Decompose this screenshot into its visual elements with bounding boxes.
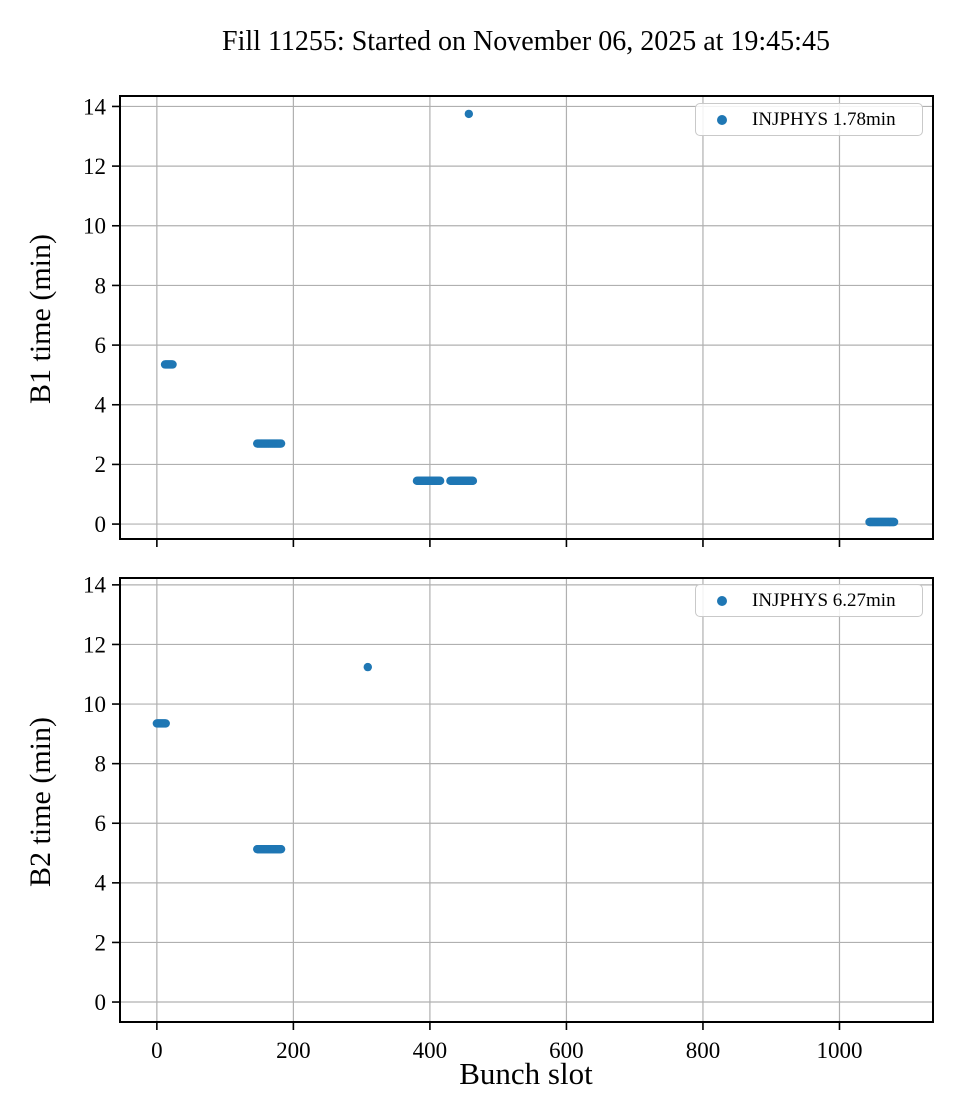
- data-point: [468, 476, 478, 486]
- data-point: [435, 476, 445, 486]
- y-tick-label: 8: [95, 273, 107, 298]
- b2-legend: INJPHYS 6.27min: [695, 584, 923, 617]
- x-tick-label: 200: [276, 1038, 311, 1063]
- x-tick-label: 400: [413, 1038, 448, 1063]
- y-tick-label: 8: [95, 751, 107, 776]
- data-point: [276, 439, 286, 448]
- data-point: [464, 109, 474, 119]
- data-point: [276, 844, 286, 854]
- data-point: [161, 719, 170, 728]
- x-tick-label: 1000: [816, 1038, 862, 1063]
- x-tick-label: 600: [549, 1038, 584, 1063]
- y-tick-label: 12: [83, 632, 106, 657]
- b2-legend-label: INJPHYS 6.27min: [752, 589, 896, 611]
- data-point: [889, 517, 899, 527]
- y-tick-label: 6: [95, 811, 107, 836]
- x-axis-label: Bunch slot: [459, 1056, 593, 1091]
- b1-legend-marker-icon: [717, 114, 727, 125]
- data-point: [168, 360, 177, 369]
- panel-B1: 0 2 4 6 8 10 12 14: [83, 94, 934, 547]
- b1-legend-label: INJPHYS 1.78min: [752, 108, 896, 130]
- b1-y-axis-label: B1 time (min): [24, 234, 57, 404]
- panel-B2: 0 2 4 6 8 10 12 14 0 200 400 600 800 1000: [83, 573, 934, 1063]
- axes-frame: [119, 577, 934, 1023]
- y-tick-label: 2: [95, 930, 107, 955]
- axes-frame: [119, 95, 934, 540]
- y-tick-label: 14: [83, 573, 107, 598]
- x-tick-label: 800: [686, 1038, 721, 1063]
- y-tick-label: 10: [83, 214, 106, 239]
- y-tick-label: 10: [83, 692, 106, 717]
- b1-legend: INJPHYS 1.78min: [695, 103, 923, 136]
- figure-title: Fill 11255: Started on November 06, 2025…: [222, 26, 830, 57]
- y-tick-label: 0: [95, 512, 107, 537]
- x-tick-label: 0: [151, 1038, 163, 1063]
- data-point: [363, 662, 372, 672]
- b2-legend-marker-icon: [717, 595, 727, 606]
- b2-y-axis-label: B2 time (min): [24, 717, 57, 887]
- y-tick-label: 2: [95, 452, 107, 477]
- y-tick-label: 6: [95, 333, 107, 358]
- y-tick-label: 12: [83, 154, 106, 179]
- y-tick-label: 4: [95, 393, 107, 418]
- y-tick-label: 0: [95, 990, 107, 1015]
- y-tick-label: 14: [83, 94, 107, 119]
- y-tick-label: 4: [95, 871, 107, 896]
